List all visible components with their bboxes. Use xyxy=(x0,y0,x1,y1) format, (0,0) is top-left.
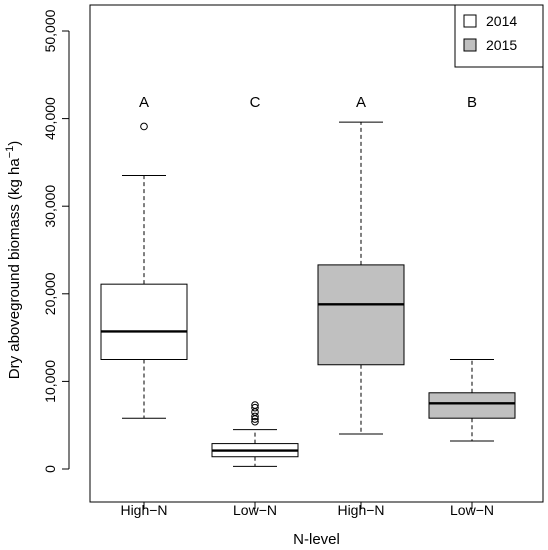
x-axis-title: N-level xyxy=(293,531,340,548)
y-axis-title-suffix: ) xyxy=(6,141,23,146)
y-tick-label: 40,000 xyxy=(42,97,58,140)
y-axis-title-superscript: −1 xyxy=(4,146,16,159)
legend: 2014 2015 xyxy=(454,4,544,68)
y-axis-title: Dry aboveground biomass (kg ha−1) xyxy=(4,141,23,380)
y-tick-label: 50,000 xyxy=(42,9,58,52)
box-iqr xyxy=(428,392,516,419)
plot-area xyxy=(89,4,544,503)
legend-label: 2015 xyxy=(486,37,517,53)
outlier-point xyxy=(251,417,259,426)
box-1 xyxy=(100,122,188,419)
legend-label: 2014 xyxy=(486,13,517,29)
outlier-point xyxy=(251,401,259,409)
x-tick-label: Low−N xyxy=(450,502,494,518)
y-tick-label: 30,000 xyxy=(42,185,58,228)
significance-letter: A xyxy=(356,94,366,111)
box-iqr xyxy=(317,264,405,366)
axis-titles: N-level Dry aboveground biomass (kg ha−1) xyxy=(4,141,340,548)
x-tick-label: High−N xyxy=(337,502,384,518)
significance-letter: A xyxy=(139,94,149,111)
x-tick-label: High−N xyxy=(120,502,167,518)
box-4 xyxy=(428,359,516,442)
legend-swatch xyxy=(463,14,477,28)
legend-swatch xyxy=(463,38,477,52)
boxes xyxy=(100,121,516,467)
x-axis: High−N Low−N High−N Low−N xyxy=(120,501,494,518)
box-iqr xyxy=(100,283,188,360)
significance-letter: B xyxy=(467,94,477,111)
box-2 xyxy=(211,401,299,467)
x-tick-label: Low−N xyxy=(233,502,277,518)
y-axis: 0 10,000 20,000 30,000 40,000 50,000 xyxy=(42,9,70,473)
y-tick-label: 20,000 xyxy=(42,272,58,315)
outlier-point xyxy=(251,412,259,421)
y-tick-label: 10,000 xyxy=(42,360,58,403)
y-axis-title-main: Dry aboveground biomass (kg ha xyxy=(6,158,23,380)
outlier-point xyxy=(251,403,259,412)
y-tick-label: 0 xyxy=(42,465,58,473)
plot-frame xyxy=(89,4,544,503)
significance-letter: C xyxy=(250,94,261,111)
outlier-point xyxy=(140,122,148,131)
box-3 xyxy=(317,121,405,435)
